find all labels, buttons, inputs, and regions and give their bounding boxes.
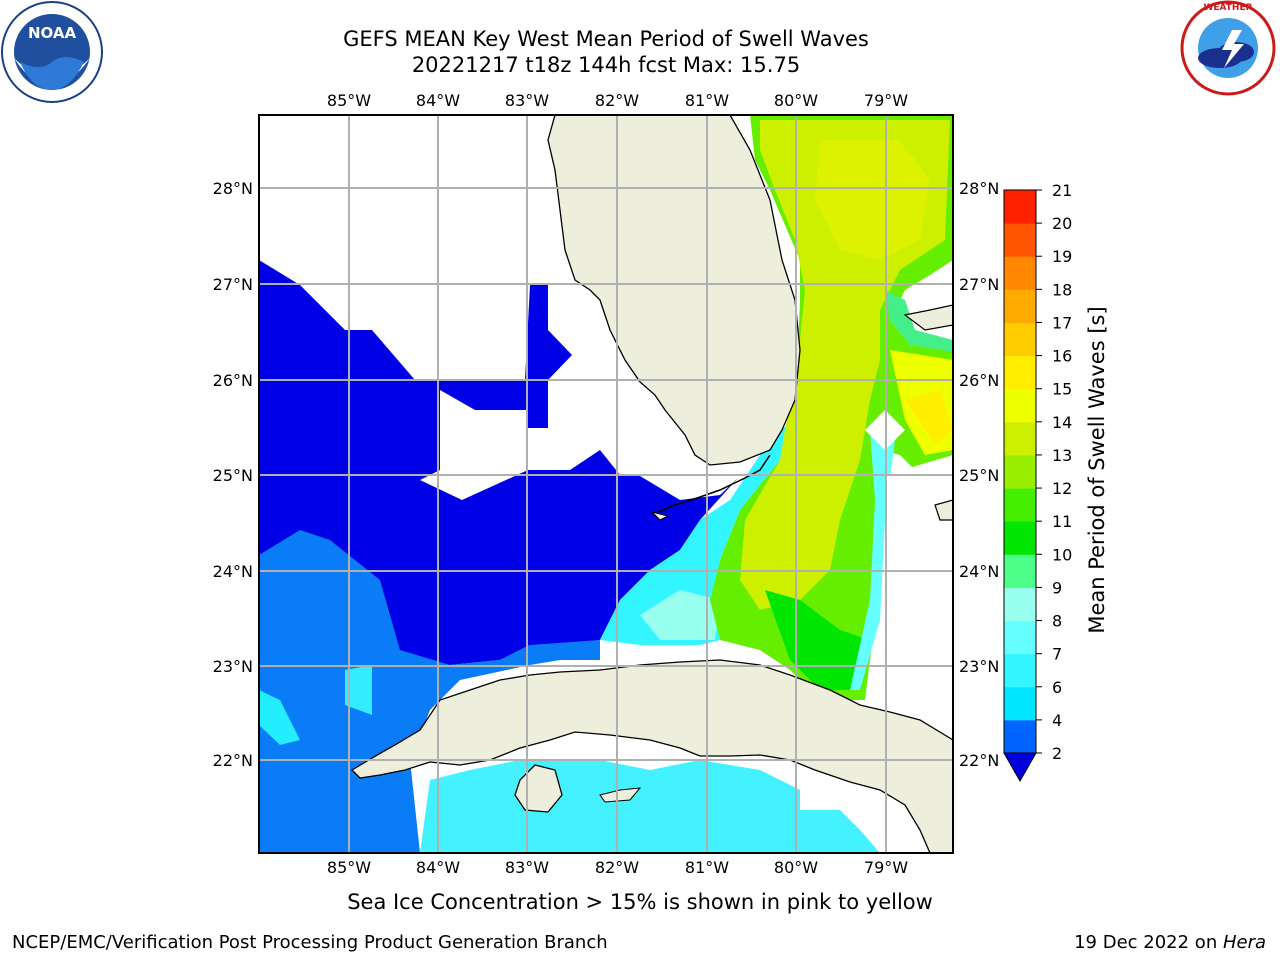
swell-period-field xyxy=(259,115,953,853)
lon-label-top: 79°W xyxy=(864,91,908,110)
colorbar-tick-label: 17 xyxy=(1052,313,1072,332)
period-band-lt2 xyxy=(259,260,738,670)
noaa-logo-icon: NOAA xyxy=(1,1,103,103)
colorbar-segment xyxy=(1004,587,1036,622)
lat-label-right: 22°N xyxy=(959,751,999,770)
colorbar-tick-label: 8 xyxy=(1052,612,1062,631)
map-gridlines xyxy=(259,115,953,853)
period-band-2-4 xyxy=(259,530,600,853)
colorbar-tick-label: 9 xyxy=(1052,578,1062,597)
colorbar-label: Mean Period of Swell Waves [s] xyxy=(1085,306,1109,633)
colorbar-segment xyxy=(1004,256,1036,290)
colorbar-segment xyxy=(1004,521,1036,555)
lat-label-right: 24°N xyxy=(959,562,999,581)
colorbar-tick-label: 14 xyxy=(1052,413,1072,432)
lon-label-bottom: 83°W xyxy=(505,858,549,877)
svg-text:WEATHER: WEATHER xyxy=(1203,3,1252,13)
colorbar-tick-label: 13 xyxy=(1052,446,1072,465)
footer-host: Hera xyxy=(1222,932,1266,953)
footer-left: NCEP/EMC/Verification Post Processing Pr… xyxy=(12,932,608,953)
colorbar-segment xyxy=(1004,190,1036,224)
colorbar-segment xyxy=(1004,554,1036,588)
colorbar-segment xyxy=(1004,719,1036,754)
lat-label-right: 28°N xyxy=(959,179,999,198)
colorbar-segment xyxy=(1004,686,1036,721)
colorbar-tick-label: 2 xyxy=(1052,744,1062,763)
colorbar-tick-label: 19 xyxy=(1052,247,1072,266)
lon-label-top: 84°W xyxy=(416,91,460,110)
colorbar-segment xyxy=(1004,488,1036,522)
colorbar: 2 4 6 7 8 9 10 11 12 13 14 15 16 17 18 19 20 21 xyxy=(1003,181,1072,783)
lon-label-bottom: 80°W xyxy=(774,858,818,877)
colorbar-extend-arrow xyxy=(1003,752,1037,783)
colorbar-tick-label: 20 xyxy=(1052,214,1072,233)
colorbar-segment xyxy=(1004,620,1036,655)
lon-label-top: 82°W xyxy=(595,91,639,110)
lat-label-right: 25°N xyxy=(959,466,999,485)
lat-label-right: 26°N xyxy=(959,371,999,390)
footer-date: 19 Dec 2022 on xyxy=(1074,932,1223,953)
colorbar-segment xyxy=(1004,388,1036,423)
colorbar-segment xyxy=(1004,289,1036,323)
noaa-logo-text: NOAA xyxy=(28,24,77,42)
lat-label-right: 23°N xyxy=(959,657,999,676)
colorbar-tick-label: 10 xyxy=(1052,545,1072,564)
lat-label-left: 24°N xyxy=(213,562,253,581)
lon-label-bottom: 82°W xyxy=(595,858,639,877)
colorbar-segment xyxy=(1004,653,1036,688)
lon-label-bottom: 81°W xyxy=(685,858,729,877)
nws-logo-icon: WEATHER xyxy=(1180,0,1276,96)
colorbar-tick-label: 15 xyxy=(1052,380,1072,399)
colorbar-tick-label: 7 xyxy=(1052,645,1062,664)
colorbar-tick-label: 11 xyxy=(1052,512,1072,531)
colorbar-segment xyxy=(1004,355,1036,390)
colorbar-segment xyxy=(1004,322,1036,357)
colorbar-segment xyxy=(1004,454,1036,489)
colorbar-tick-label: 4 xyxy=(1052,711,1062,730)
chart-subtitle: 20221217 t18z 144h fcst Max: 15.75 xyxy=(411,53,801,77)
colorbar-segment xyxy=(1004,421,1036,456)
lon-label-bottom: 85°W xyxy=(327,858,371,877)
lon-label-top: 83°W xyxy=(505,91,549,110)
lon-label-top: 81°W xyxy=(685,91,729,110)
chart-title: GEFS MEAN Key West Mean Period of Swell … xyxy=(343,27,869,51)
colorbar-tick-label: 12 xyxy=(1052,479,1072,498)
lon-label-bottom: 79°W xyxy=(864,858,908,877)
lat-label-left: 26°N xyxy=(213,371,253,390)
colorbar-tick-label: 18 xyxy=(1052,280,1072,299)
lat-label-left: 22°N xyxy=(213,751,253,770)
colorbar-tick-label: 6 xyxy=(1052,678,1062,697)
lat-label-left: 25°N xyxy=(213,466,253,485)
colorbar-frame xyxy=(1003,189,1037,754)
lon-label-bottom: 84°W xyxy=(416,858,460,877)
lon-label-top: 85°W xyxy=(327,91,371,110)
lon-label-top: 80°W xyxy=(774,91,818,110)
colorbar-tick-label: 16 xyxy=(1052,347,1072,366)
lat-label-left: 28°N xyxy=(213,179,253,198)
lat-label-left: 23°N xyxy=(213,657,253,676)
lat-label-right: 27°N xyxy=(959,275,999,294)
colorbar-segment xyxy=(1004,223,1036,257)
map-frame xyxy=(258,114,954,854)
footer-right: 19 Dec 2022 on Hera xyxy=(1074,932,1266,953)
lat-label-left: 27°N xyxy=(213,275,253,294)
colorbar-tick-label: 21 xyxy=(1052,181,1072,200)
sea-ice-note: Sea Ice Concentration > 15% is shown in … xyxy=(347,890,933,914)
